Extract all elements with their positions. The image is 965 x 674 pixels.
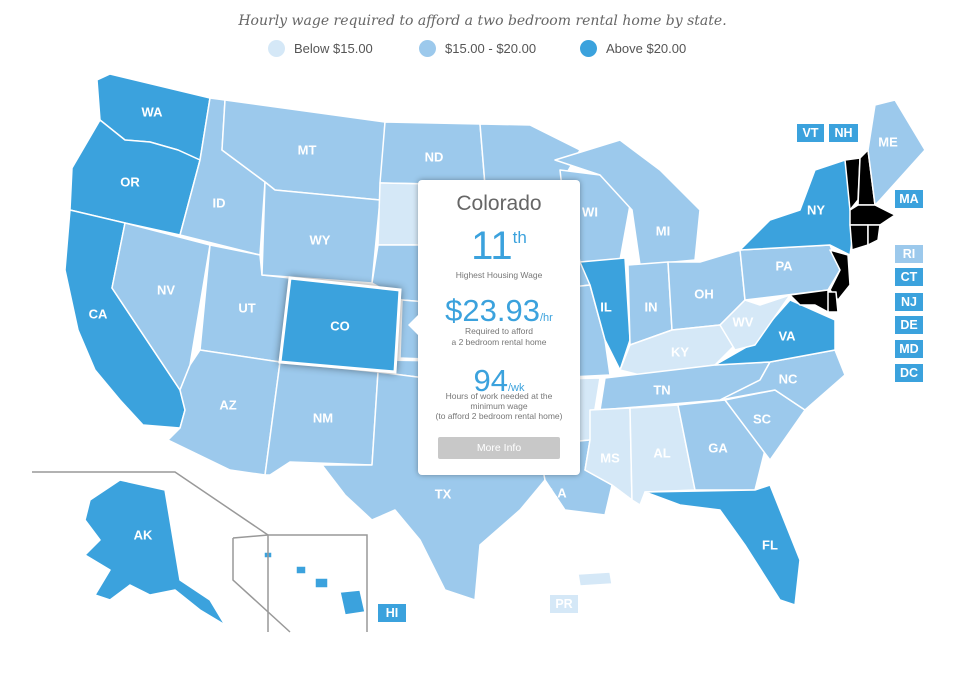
state-hi[interactable] [263,551,366,616]
label-ca: CA [89,306,108,321]
legend-swatch-high [580,40,597,57]
box-md[interactable]: MD [895,340,923,358]
label-az: AZ [219,397,236,412]
state-ma[interactable] [849,204,896,226]
box-dc[interactable]: DC [895,364,923,382]
state-ga[interactable] [677,399,766,491]
label-pa: PA [775,258,793,273]
legend-swatch-mid [419,40,436,57]
label-tn: TN [653,382,670,397]
label-me: ME [878,134,898,149]
state-ri[interactable] [867,224,881,246]
hawaii-inset-border [232,534,368,633]
state-info-popup: Colorado 11th Highest Housing Wage $23.9… [408,180,580,475]
label-ny: NY [807,202,825,217]
legend: Below $15.00 $15.00 - $20.00 Above $20.0… [0,40,965,60]
popup-hours-label: Hours of work needed at the minimum wage(… [418,391,580,421]
box-vt[interactable]: VT [797,124,824,142]
legend-label-low: Below $15.00 [294,41,373,56]
legend-item-high: Above $20.00 [580,40,686,57]
label-sc: SC [753,411,772,426]
colorado-highlight[interactable] [278,276,402,374]
popup-rank-label: Highest Housing Wage [455,270,543,280]
label-ky: KY [671,344,689,359]
legend-item-low: Below $15.00 [268,40,373,57]
label-ak: AK [134,527,153,542]
label-ga: GA [708,440,728,455]
state-ct[interactable] [849,224,869,251]
label-in: IN [645,299,658,314]
label-ms: MS [600,450,620,465]
popup-wage-label-2: a 2 bedroom rental home [451,337,547,347]
popup-hours-label-3: (to afford 2 bedroom rental home) [435,411,563,421]
popup-hours-label-2: minimum wage [470,401,528,411]
box-de[interactable]: DE [895,316,923,334]
label-nm: NM [313,410,333,425]
label-ut: UT [238,300,255,315]
legend-item-mid: $15.00 - $20.00 [419,40,536,57]
label-wa: WA [142,104,164,119]
label-la: LA [549,485,567,500]
label-fl: FL [762,537,778,552]
label-tx: TX [435,486,452,501]
box-ct[interactable]: CT [895,268,923,286]
popup-state-name: Colorado [456,192,542,215]
label-nc: NC [779,371,798,386]
popup-rank: 11th [418,224,580,269]
popup-arrow [408,315,418,335]
label-oh: OH [694,286,714,301]
state-nj[interactable] [829,249,851,301]
label-nv: NV [157,282,175,297]
state-ak[interactable] [84,479,226,626]
state-md[interactable] [789,289,829,313]
label-il: IL [600,299,612,314]
state-wy[interactable] [261,181,381,284]
label-al: AL [653,445,670,460]
legend-label-mid: $15.00 - $20.00 [445,41,537,56]
legend-label-high: Above $20.00 [606,41,687,56]
label-nd: ND [425,149,444,164]
label-mi: MI [656,223,670,238]
map-title: Hourly wage required to afford a two bed… [238,13,727,29]
box-hi[interactable]: HI [378,604,406,622]
label-va: VA [778,328,796,343]
popup-hours: 94/wk [418,363,580,399]
popup-wage-label-1: Required to afford [465,326,533,336]
popup-wage-label: Required to afford a 2 bedroom rental hom… [418,326,580,348]
popup-hours-label-1: Hours of work needed at the [445,391,553,401]
label-co: CO [330,318,350,333]
alaska-inset-border [32,471,269,632]
box-pr[interactable]: PR [550,595,578,613]
popup-wage: $23.93/hr [418,293,580,329]
label-mt: MT [298,142,317,157]
label-wi: WI [582,204,598,219]
state-pr[interactable] [577,571,613,587]
popup-wage-value: $23.93 [445,293,540,328]
box-nh[interactable]: NH [829,124,858,142]
box-nj[interactable]: NJ [895,293,923,311]
popup-hours-unit: /wk [507,382,525,394]
popup-rank-suffix: th [512,228,527,247]
state-ny[interactable] [739,159,856,256]
state-nc[interactable] [719,349,846,411]
more-info-button[interactable]: More Info [438,437,560,459]
box-ma[interactable]: MA [895,190,923,208]
label-or: OR [120,174,140,189]
state-mi[interactable] [554,139,701,266]
label-wy: WY [310,232,331,247]
box-ri[interactable]: RI [895,245,923,263]
popup-rank-value: 11 [471,224,513,268]
state-fl[interactable] [644,484,801,606]
popup-hours-value: 94 [473,363,508,398]
popup-wage-unit: /hr [539,312,553,324]
legend-swatch-low [268,40,285,57]
label-wv: WV [733,314,754,329]
label-id: ID [213,195,226,210]
